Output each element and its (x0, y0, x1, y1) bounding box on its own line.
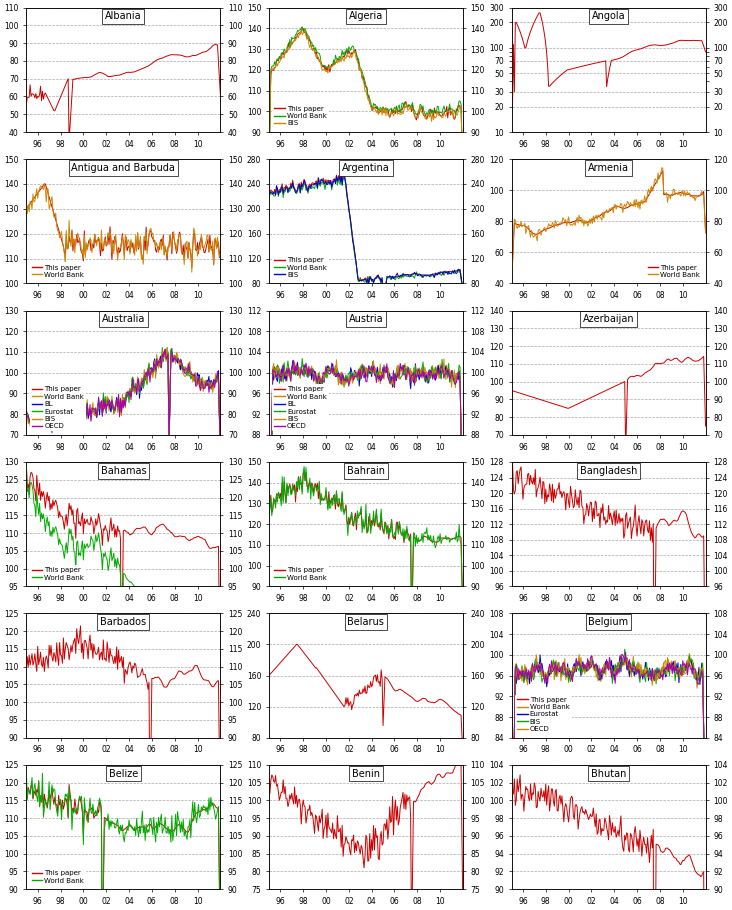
Legend: This paper, World Bank: This paper, World Bank (30, 262, 86, 280)
Text: Benin: Benin (352, 769, 380, 779)
Text: Belarus: Belarus (348, 617, 384, 627)
Legend: This paper, World Bank, BL, Eurostat, BIS, OECD: This paper, World Bank, BL, Eurostat, BI… (30, 384, 86, 431)
Text: Azerbaijan: Azerbaijan (583, 314, 635, 324)
Legend: This paper, World Bank, Eurostat, BIS, OECD: This paper, World Bank, Eurostat, BIS, O… (515, 694, 572, 734)
Legend: This paper, World Bank, BIS: This paper, World Bank, BIS (272, 104, 329, 128)
Legend: This paper, World Bank: This paper, World Bank (30, 868, 86, 885)
Text: Belgium: Belgium (589, 617, 629, 627)
Legend: This paper, World Bank: This paper, World Bank (646, 262, 702, 280)
Text: Barbados: Barbados (100, 617, 146, 627)
Text: Albania: Albania (105, 12, 141, 22)
Legend: This paper, World Bank, BIS: This paper, World Bank, BIS (272, 255, 329, 280)
Legend: This paper, World Bank: This paper, World Bank (272, 565, 329, 582)
Text: Bangladesh: Bangladesh (580, 466, 638, 476)
Legend: This paper, World Bank: This paper, World Bank (30, 565, 86, 582)
Text: Australia: Australia (102, 314, 145, 324)
Text: Belize: Belize (108, 769, 138, 779)
Text: Armenia: Armenia (588, 163, 629, 173)
Text: Argentina: Argentina (342, 163, 390, 173)
Text: Antigua and Barbuda: Antigua and Barbuda (72, 163, 175, 173)
Text: Bahamas: Bahamas (100, 466, 146, 476)
Text: Bhutan: Bhutan (591, 769, 627, 779)
Text: Angola: Angola (591, 12, 625, 22)
Text: Austria: Austria (348, 314, 384, 324)
Text: Bahrain: Bahrain (347, 466, 385, 476)
Text: Algeria: Algeria (349, 12, 383, 22)
Legend: This paper, World Bank, BL, Eurostat, BIS, OECD: This paper, World Bank, BL, Eurostat, BI… (272, 384, 329, 431)
